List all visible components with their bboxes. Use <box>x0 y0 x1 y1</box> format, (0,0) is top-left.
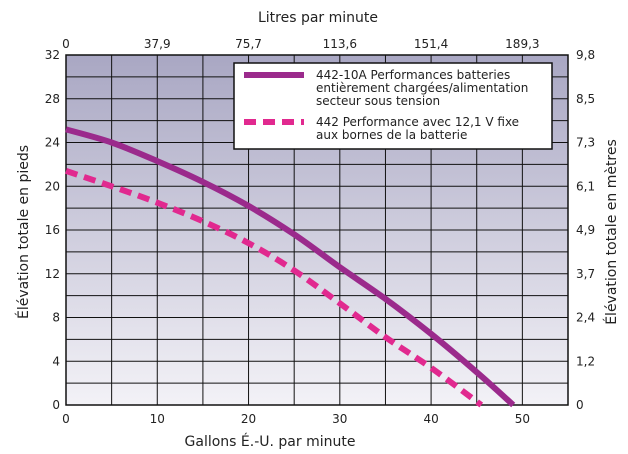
x2-tick-label: 113,6 <box>323 37 357 51</box>
legend-label-2: aux bornes de la batterie <box>316 128 467 142</box>
ticks: 0 10 20 30 40 50 0 37,9 75,7 113,6 151,4 189,3 0 4 8 12… <box>45 37 595 426</box>
x-tick-label: 10 <box>150 412 165 426</box>
legend: 442-10A Performances batteriesentièremen… <box>233 62 553 150</box>
series-layer <box>65 126 516 408</box>
x-tick-label: 50 <box>515 412 530 426</box>
x-axis-title: Gallons É.-U. par minute <box>185 433 356 450</box>
y-tick-label: 32 <box>45 48 60 62</box>
y2-tick-label: 9,8 <box>576 48 595 62</box>
x2-axis-title: Litres par minute <box>258 10 378 26</box>
legend-label-1: 442-10A Performances batteries <box>316 68 510 82</box>
y2-tick-label: 3,7 <box>576 267 595 281</box>
x-tick-label: 30 <box>332 412 347 426</box>
y2-tick-label: 1,2 <box>576 354 595 368</box>
legend-label-2: 442 Performance avec 12,1 V fixe <box>316 115 519 129</box>
x2-tick-label: 75,7 <box>235 37 262 51</box>
y2-tick-label: 7,3 <box>576 136 595 150</box>
x2-tick-label: 0 <box>62 37 70 51</box>
y-tick-label: 20 <box>45 179 60 193</box>
y-tick-label: 16 <box>45 223 60 237</box>
y-tick-label: 8 <box>52 311 60 325</box>
y2-axis-title: Élévation totale en mètres <box>603 139 620 325</box>
series-line-1 <box>65 126 516 408</box>
x2-tick-label: 189,3 <box>505 37 539 51</box>
legend-label-1: entièrement chargées/alimentation <box>316 81 528 95</box>
y2-tick-label: 0 <box>576 398 584 412</box>
x2-tick-label: 151,4 <box>414 37 448 51</box>
y-tick-label: 24 <box>45 136 60 150</box>
y-tick-label: 0 <box>52 398 60 412</box>
x-tick-label: 0 <box>62 412 70 426</box>
x-tick-label: 20 <box>241 412 256 426</box>
plot-frame <box>65 54 569 406</box>
y-tick-label: 4 <box>52 354 60 368</box>
legend-label-1: secteur sous tension <box>316 94 440 108</box>
y2-tick-label: 4,9 <box>576 223 595 237</box>
y2-tick-label: 2,4 <box>576 311 595 325</box>
x-tick-label: 40 <box>423 412 438 426</box>
series-line-2 <box>65 168 484 408</box>
y-tick-label: 28 <box>45 92 60 106</box>
y2-tick-label: 8,5 <box>576 92 595 106</box>
y-axis-title: Élévation totale en pieds <box>15 145 32 319</box>
y-tick-label: 12 <box>45 267 60 281</box>
y2-tick-label: 6,1 <box>576 179 595 193</box>
x2-tick-label: 37,9 <box>144 37 171 51</box>
